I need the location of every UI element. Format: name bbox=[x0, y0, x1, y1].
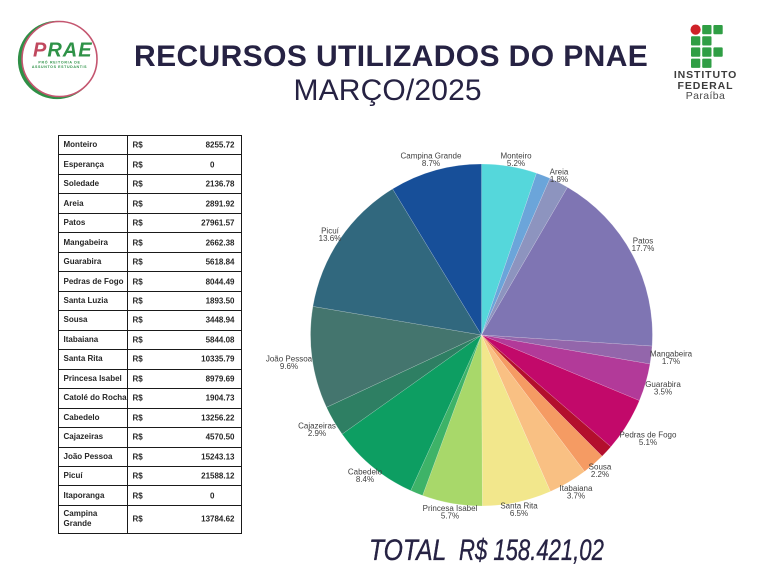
svg-text:2.9%: 2.9% bbox=[308, 429, 326, 438]
svg-text:Sousa: Sousa bbox=[589, 462, 612, 471]
svg-text:5.7%: 5.7% bbox=[441, 511, 459, 520]
svg-text:5.2%: 5.2% bbox=[507, 159, 525, 168]
svg-text:13.6%: 13.6% bbox=[319, 234, 342, 243]
svg-text:5.1%: 5.1% bbox=[639, 438, 657, 447]
svg-text:ASSUNTOS ESTUDANTIS: ASSUNTOS ESTUDANTIS bbox=[32, 65, 87, 69]
svg-text:Cabedelo: Cabedelo bbox=[348, 467, 383, 476]
svg-text:Guarabira: Guarabira bbox=[645, 380, 681, 389]
svg-text:João Pessoa: João Pessoa bbox=[266, 354, 313, 363]
svg-text:3.5%: 3.5% bbox=[654, 387, 672, 396]
svg-text:8.7%: 8.7% bbox=[422, 159, 440, 168]
svg-text:Santa Rita: Santa Rita bbox=[500, 501, 538, 510]
svg-text:Areia: Areia bbox=[550, 167, 569, 176]
svg-text:Campina Grande: Campina Grande bbox=[401, 151, 462, 160]
svg-text:2.2%: 2.2% bbox=[591, 470, 609, 479]
svg-text:Cajazeiras: Cajazeiras bbox=[298, 421, 336, 430]
svg-text:6.5%: 6.5% bbox=[510, 509, 528, 518]
svg-text:Princesa Isabel: Princesa Isabel bbox=[423, 504, 478, 513]
svg-text:1.8%: 1.8% bbox=[550, 175, 568, 184]
svg-text:Patos: Patos bbox=[633, 236, 653, 245]
svg-text:Picuí: Picuí bbox=[321, 226, 340, 235]
svg-text:PRÓ REITORIA DE: PRÓ REITORIA DE bbox=[38, 60, 80, 65]
svg-text:3.7%: 3.7% bbox=[567, 491, 585, 500]
svg-text:Monteiro: Monteiro bbox=[500, 151, 532, 160]
svg-text:8.4%: 8.4% bbox=[356, 475, 374, 484]
svg-text:17.7%: 17.7% bbox=[632, 244, 655, 253]
svg-text:9.6%: 9.6% bbox=[280, 362, 298, 371]
svg-text:PRAE: PRAE bbox=[33, 40, 93, 62]
svg-text:Pedras de Fogo: Pedras de Fogo bbox=[620, 430, 677, 439]
svg-text:1.7%: 1.7% bbox=[662, 357, 680, 366]
svg-text:Itabaiana: Itabaiana bbox=[560, 484, 593, 493]
svg-text:Mangabeira: Mangabeira bbox=[650, 349, 693, 358]
